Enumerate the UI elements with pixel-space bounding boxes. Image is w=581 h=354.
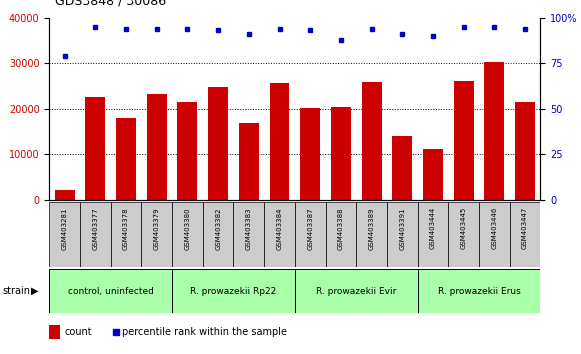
Bar bbox=[116, 118, 136, 200]
Text: GSM403445: GSM403445 bbox=[461, 207, 467, 249]
Text: GSM403383: GSM403383 bbox=[246, 207, 252, 250]
Text: strain: strain bbox=[3, 286, 31, 296]
Text: GSM403377: GSM403377 bbox=[92, 207, 98, 250]
Bar bbox=[49, 269, 172, 313]
Bar bbox=[208, 87, 228, 200]
Text: GSM403281: GSM403281 bbox=[62, 207, 68, 250]
Bar bbox=[392, 136, 413, 200]
Text: control, uninfected: control, uninfected bbox=[68, 287, 154, 296]
Bar bbox=[264, 202, 295, 267]
Bar bbox=[172, 269, 295, 313]
Text: GSM403391: GSM403391 bbox=[399, 207, 406, 250]
Bar bbox=[295, 202, 325, 267]
Bar bbox=[515, 102, 535, 200]
Bar bbox=[387, 202, 418, 267]
Text: R. prowazekii Erus: R. prowazekii Erus bbox=[437, 287, 521, 296]
Text: percentile rank within the sample: percentile rank within the sample bbox=[122, 327, 287, 337]
Text: GSM403378: GSM403378 bbox=[123, 207, 129, 250]
Bar bbox=[449, 202, 479, 267]
Bar bbox=[172, 202, 203, 267]
Bar bbox=[325, 202, 356, 267]
Bar bbox=[177, 102, 198, 200]
Text: GSM403389: GSM403389 bbox=[368, 207, 375, 250]
Bar bbox=[356, 202, 387, 267]
Bar bbox=[55, 190, 75, 200]
Bar bbox=[418, 202, 449, 267]
Text: GSM403447: GSM403447 bbox=[522, 207, 528, 250]
Bar bbox=[234, 202, 264, 267]
Bar bbox=[331, 107, 351, 200]
Text: GSM403384: GSM403384 bbox=[277, 207, 282, 250]
Bar bbox=[49, 202, 80, 267]
Bar bbox=[141, 202, 172, 267]
Bar bbox=[85, 97, 105, 200]
Text: GSM403446: GSM403446 bbox=[492, 207, 497, 250]
Text: GSM403380: GSM403380 bbox=[184, 207, 191, 250]
Bar bbox=[361, 82, 382, 200]
Bar bbox=[418, 269, 540, 313]
Bar bbox=[80, 202, 111, 267]
Text: GSM403379: GSM403379 bbox=[154, 207, 160, 250]
Text: R. prowazekii Evir: R. prowazekii Evir bbox=[316, 287, 396, 296]
Text: GSM403382: GSM403382 bbox=[215, 207, 221, 250]
Bar bbox=[295, 269, 418, 313]
Text: count: count bbox=[64, 327, 92, 337]
Bar bbox=[49, 325, 60, 339]
Text: ▶: ▶ bbox=[31, 286, 39, 296]
Text: GDS3848 / 30086: GDS3848 / 30086 bbox=[55, 0, 166, 7]
Text: R. prowazekii Rp22: R. prowazekii Rp22 bbox=[191, 287, 277, 296]
Bar bbox=[485, 62, 504, 200]
Bar bbox=[203, 202, 234, 267]
Bar bbox=[111, 202, 141, 267]
Bar bbox=[510, 202, 540, 267]
Text: GSM403444: GSM403444 bbox=[430, 207, 436, 249]
Bar bbox=[239, 122, 259, 200]
Bar bbox=[423, 149, 443, 200]
Bar bbox=[300, 108, 320, 200]
Bar bbox=[147, 94, 167, 200]
Text: GSM403387: GSM403387 bbox=[307, 207, 313, 250]
Bar bbox=[479, 202, 510, 267]
Text: GSM403388: GSM403388 bbox=[338, 207, 344, 250]
Bar bbox=[454, 81, 474, 200]
Bar bbox=[270, 83, 289, 200]
